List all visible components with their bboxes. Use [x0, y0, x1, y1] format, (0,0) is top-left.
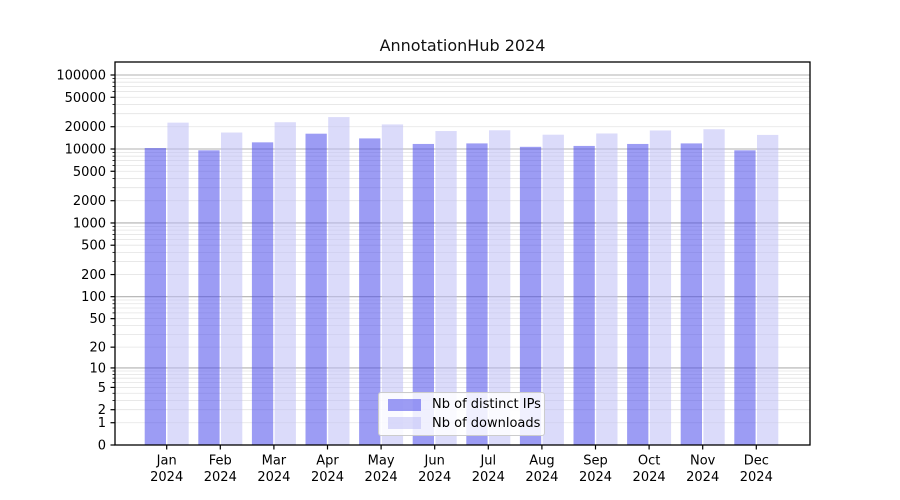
- svg-text:5: 5: [98, 381, 106, 396]
- svg-text:0: 0: [98, 439, 106, 454]
- bar-downloads-may: [381, 124, 404, 445]
- legend-label-downloads: Nb of downloads: [432, 415, 541, 431]
- bar-distinct-ips-jun: [412, 143, 434, 446]
- bar-distinct-ips-may: [359, 138, 381, 445]
- bar-downloads-aug: [542, 134, 564, 445]
- bar-downloads-mar: [274, 122, 296, 445]
- svg-text:2024: 2024: [204, 470, 237, 485]
- svg-text:Feb: Feb: [209, 454, 232, 469]
- svg-text:10: 10: [89, 361, 106, 376]
- bar-downloads-oct: [649, 130, 672, 446]
- bar-distinct-ips-jan: [144, 148, 166, 445]
- svg-text:1: 1: [98, 416, 106, 431]
- bar-distinct-ips-dec: [734, 150, 756, 445]
- svg-text:2024: 2024: [257, 470, 290, 485]
- legend-swatch-distinct-ips-icon: [388, 398, 421, 411]
- bar-distinct-ips-oct: [627, 143, 649, 446]
- svg-text:2024: 2024: [311, 470, 344, 485]
- svg-text:2024: 2024: [579, 470, 612, 485]
- bar-downloads-feb: [221, 132, 243, 445]
- svg-text:2: 2: [98, 403, 106, 418]
- bar-downloads-jul: [489, 130, 511, 445]
- svg-text:2024: 2024: [686, 470, 719, 485]
- chart-title: AnnotationHub 2024: [379, 36, 546, 55]
- svg-text:100: 100: [81, 290, 106, 305]
- svg-text:100000: 100000: [56, 68, 106, 83]
- svg-text:2024: 2024: [472, 470, 505, 485]
- svg-text:2024: 2024: [633, 470, 666, 485]
- bar-downloads-apr: [328, 117, 350, 446]
- svg-text:2024: 2024: [418, 470, 451, 485]
- svg-text:20: 20: [89, 341, 106, 356]
- svg-text:Jan: Jan: [156, 454, 177, 469]
- legend-item-downloads: Nb of downloads: [379, 417, 544, 430]
- bar-downloads-sep: [596, 133, 618, 446]
- svg-text:1000: 1000: [73, 216, 106, 231]
- svg-text:Mar: Mar: [262, 454, 287, 469]
- legend-label-distinct-ips: Nb of distinct IPs: [432, 397, 541, 413]
- svg-text:May: May: [368, 454, 395, 469]
- bar-downloads-jan: [167, 122, 189, 445]
- svg-text:Sep: Sep: [583, 454, 608, 469]
- legend: Nb of distinct IPs Nb of downloads: [378, 392, 545, 436]
- svg-text:50000: 50000: [65, 91, 106, 106]
- bar-downloads-jun: [435, 131, 457, 445]
- svg-text:Dec: Dec: [744, 454, 769, 469]
- svg-text:2024: 2024: [740, 470, 773, 485]
- bar-distinct-ips-feb: [198, 150, 220, 445]
- bar-distinct-ips-mar: [251, 142, 274, 445]
- svg-text:Nov: Nov: [690, 454, 716, 469]
- bar-distinct-ips-apr: [305, 133, 327, 446]
- svg-text:Jul: Jul: [479, 454, 496, 469]
- svg-text:10000: 10000: [65, 142, 106, 157]
- svg-text:Jun: Jun: [424, 454, 445, 469]
- svg-text:2024: 2024: [150, 470, 183, 485]
- bar-distinct-ips-nov: [680, 143, 702, 445]
- svg-text:20000: 20000: [65, 120, 106, 135]
- svg-text:2024: 2024: [525, 470, 558, 485]
- bar-downloads-dec: [757, 134, 779, 445]
- bar-downloads-nov: [703, 129, 725, 446]
- svg-text:200: 200: [81, 268, 106, 283]
- svg-text:Aug: Aug: [529, 454, 554, 469]
- svg-text:Oct: Oct: [638, 454, 660, 469]
- legend-swatch-downloads-icon: [388, 417, 421, 430]
- bar-distinct-ips-aug: [519, 146, 542, 445]
- svg-text:Apr: Apr: [316, 454, 339, 469]
- svg-text:5000: 5000: [73, 165, 106, 180]
- svg-text:2024: 2024: [365, 470, 398, 485]
- legend-item-distinct-ips: Nb of distinct IPs: [379, 398, 544, 411]
- bar-distinct-ips-sep: [573, 145, 595, 445]
- svg-text:500: 500: [81, 239, 106, 254]
- bar-distinct-ips-jul: [466, 143, 488, 445]
- svg-text:50: 50: [89, 312, 106, 327]
- svg-text:2000: 2000: [73, 194, 106, 209]
